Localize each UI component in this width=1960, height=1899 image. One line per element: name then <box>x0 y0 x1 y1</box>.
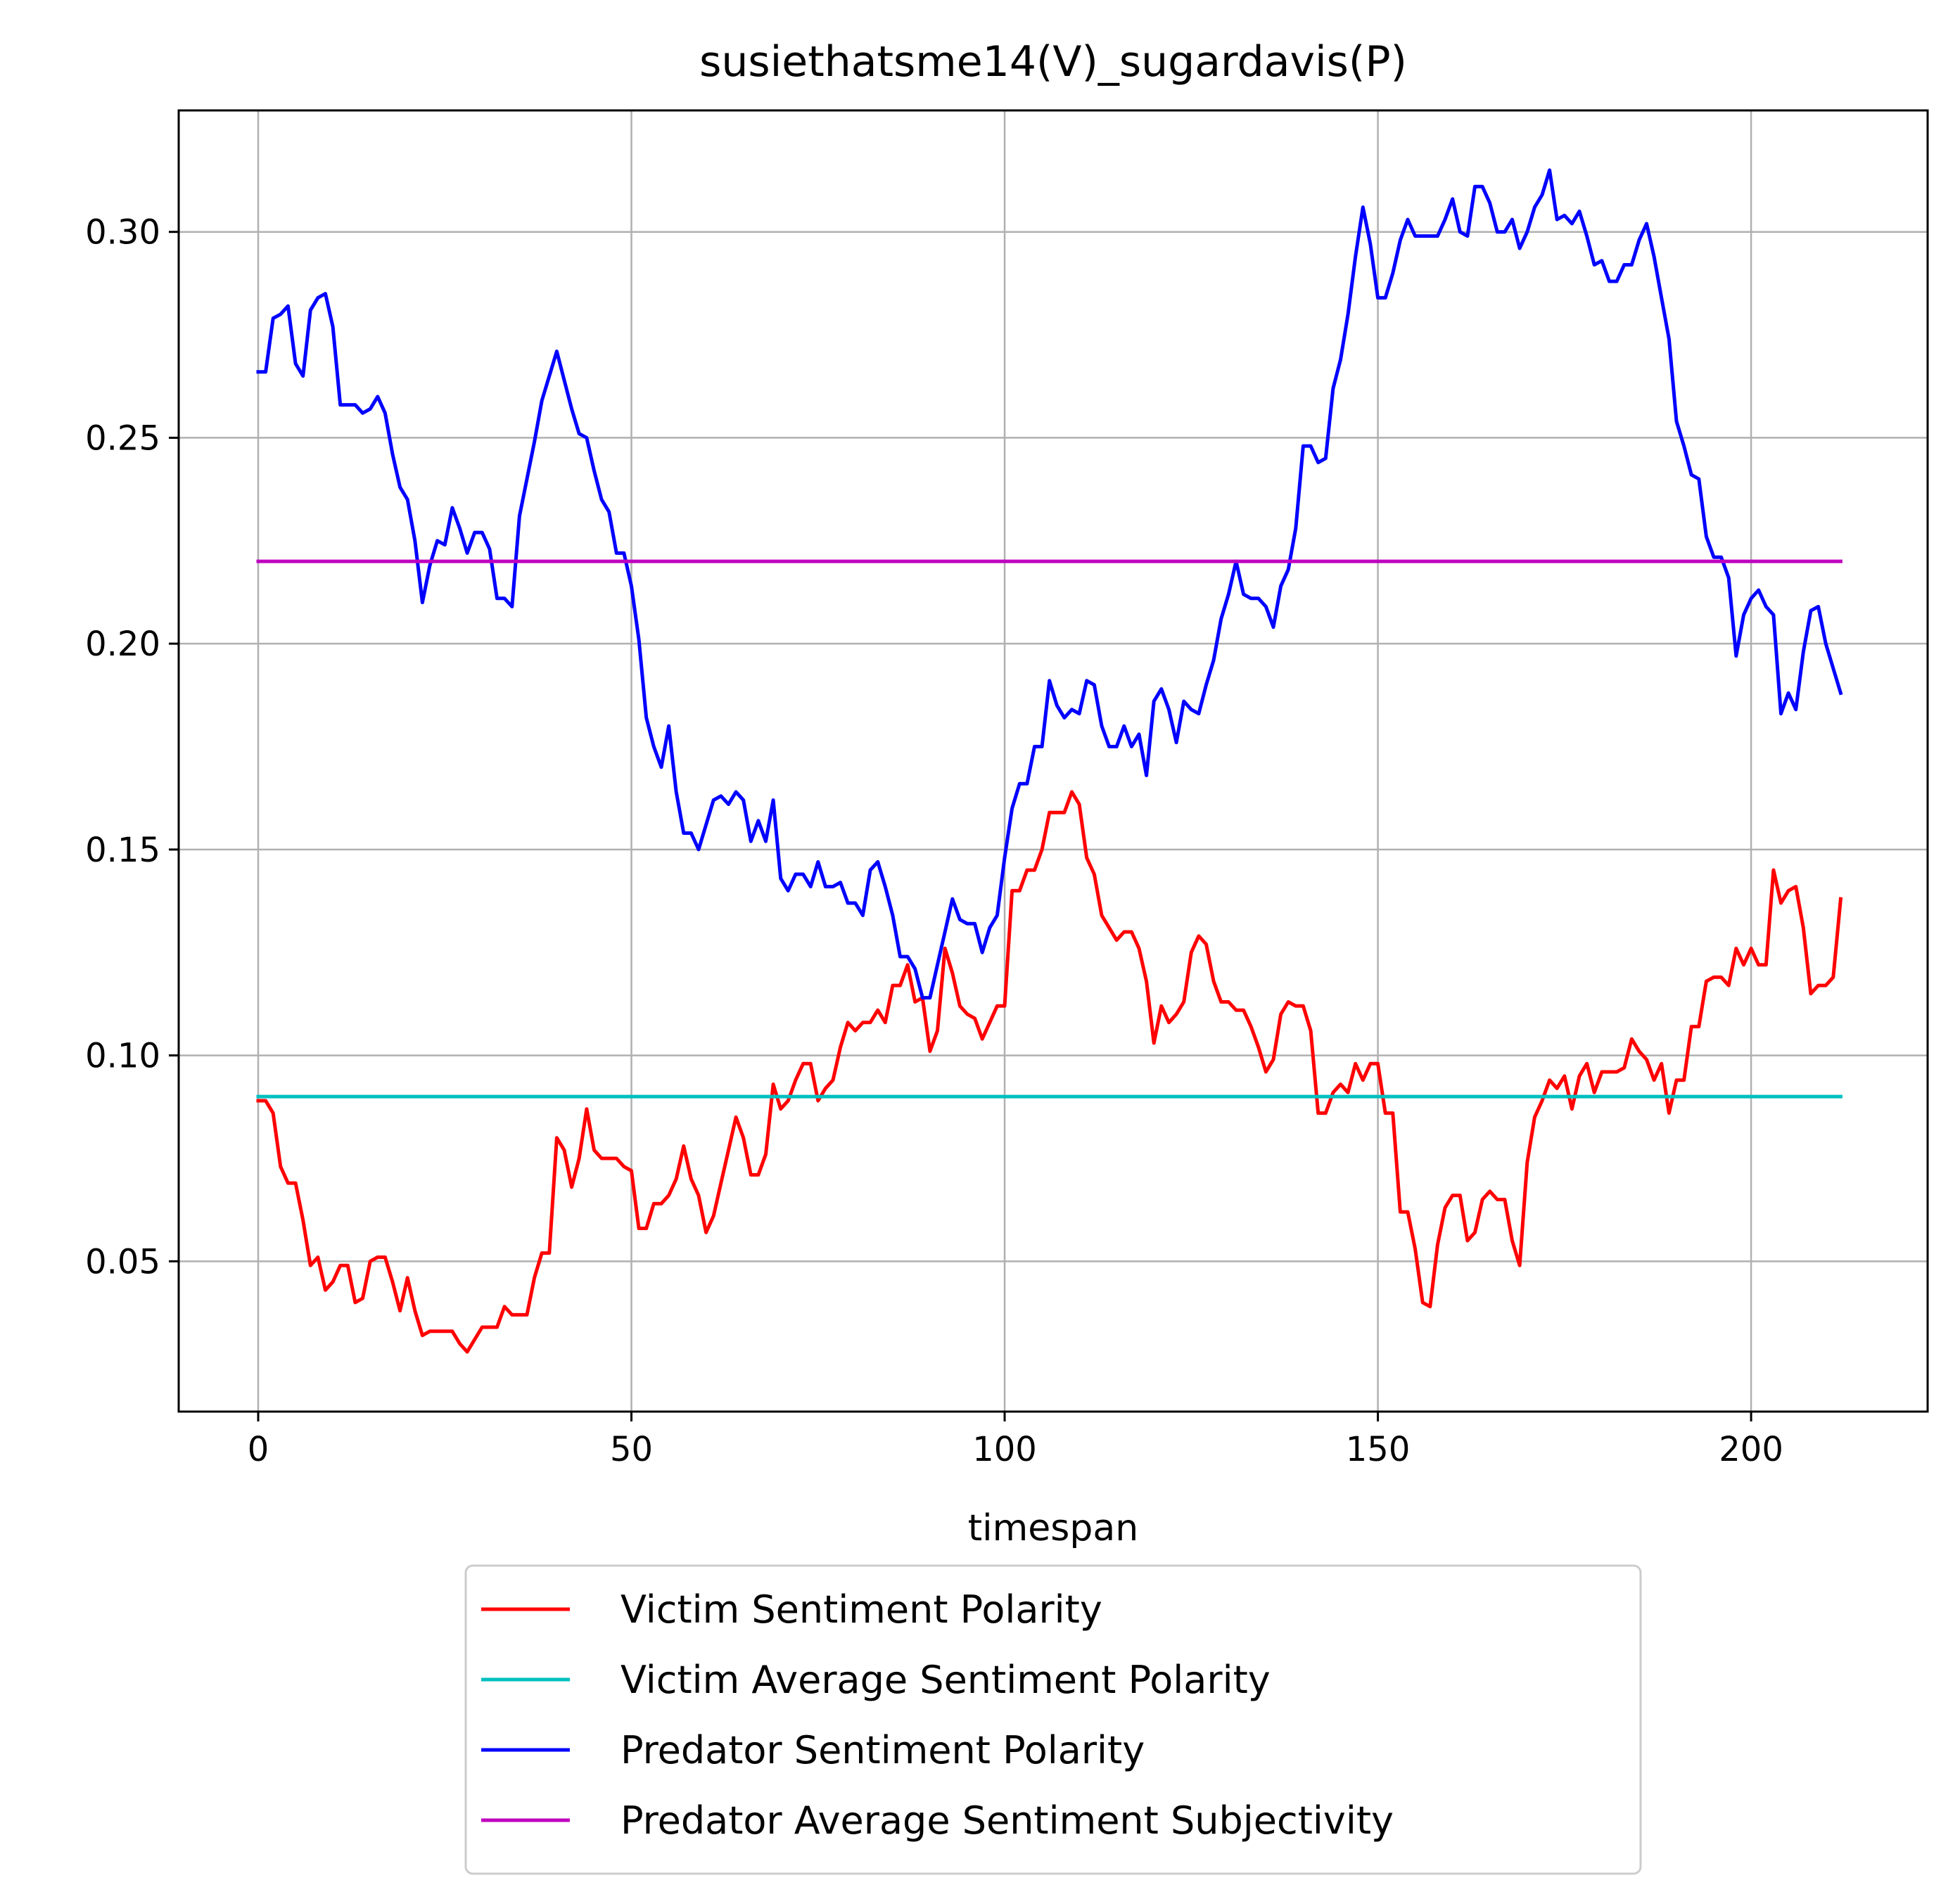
x-axis-label: timespan <box>968 1507 1138 1549</box>
series-line-victim-sentiment-polarity <box>256 790 1843 1354</box>
series-lines <box>256 168 1843 1354</box>
y-tick-label: 0.10 <box>85 1037 160 1076</box>
legend-label: Victim Average Sentiment Polarity <box>621 1658 1271 1702</box>
x-tick-label: 0 <box>248 1430 269 1469</box>
chart-title: susiethatsme14(V)_sugardavis(P) <box>699 37 1407 87</box>
y-tick-label: 0.25 <box>85 418 160 458</box>
legend-label: Predator Sentiment Polarity <box>621 1728 1145 1772</box>
axes-frame <box>177 109 1929 1413</box>
x-tick-label: 50 <box>610 1430 653 1469</box>
y-tick-label: 0.20 <box>85 625 160 664</box>
legend-label: Predator Average Sentiment Subjectivity <box>621 1798 1394 1843</box>
grid <box>179 110 1928 1412</box>
series-line-predator-sentiment-polarity <box>256 168 1843 1000</box>
ticks: 0 50 100 150 200 0.05 0.10 0.15 0.20 0.25 0.30 <box>85 213 1783 1469</box>
legend-label: Victim Sentiment Polarity <box>621 1587 1102 1632</box>
x-tick-label: 100 <box>972 1430 1037 1469</box>
legend: Victim Sentiment Polarity Victim Average … <box>464 1564 1642 1875</box>
x-tick-label: 200 <box>1719 1430 1783 1469</box>
y-tick-label: 0.30 <box>85 213 160 252</box>
x-tick-label: 150 <box>1346 1430 1411 1469</box>
y-tick-label: 0.05 <box>85 1242 160 1281</box>
legend-box <box>464 1564 1642 1875</box>
y-tick-label: 0.15 <box>85 831 160 870</box>
